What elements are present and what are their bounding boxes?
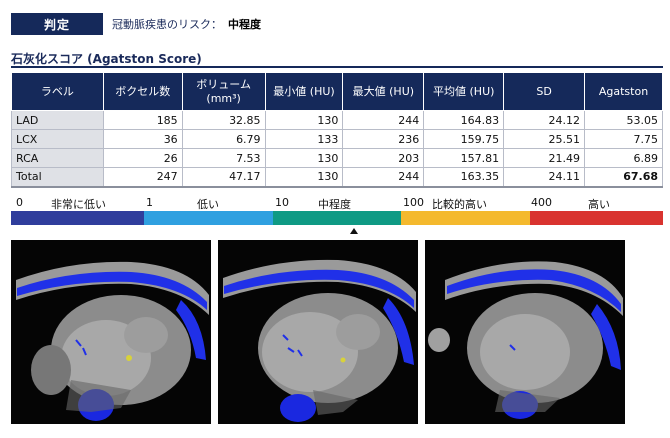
ct-slice-3-image: [425, 240, 625, 424]
header-mean: 平均値 (HU): [423, 72, 505, 111]
cell-min: 130: [264, 167, 344, 188]
table-row: RCA 26 7.53 130 203 157.81 21.49 6.89: [11, 148, 663, 168]
cell-agatston: 7.75: [584, 129, 663, 149]
cell-mean: 164.83: [423, 110, 505, 130]
cell-max: 244: [342, 167, 425, 188]
verdict-badge: 判定: [11, 13, 103, 35]
cell-voxels: 185: [102, 110, 183, 130]
table-row: LAD 185 32.85 130 244 164.83 24.12 53.05: [11, 110, 663, 130]
cell-agatston: 53.05: [584, 110, 663, 130]
cell-volume: 6.79: [181, 129, 266, 149]
header-volume-name: ボリューム: [196, 77, 251, 91]
cell-voxels: 247: [102, 167, 183, 188]
header-volume-unit: (mm³): [206, 91, 241, 105]
scale-category-relatively-high: 比較的高い: [432, 198, 487, 211]
scale-category-low: 低い: [197, 198, 219, 211]
section-divider: [11, 66, 663, 68]
row-label: LAD: [11, 110, 104, 130]
risk-label: 冠動脈疾患のリスク：: [112, 18, 222, 31]
cell-max: 236: [342, 129, 425, 149]
header-sd: SD: [503, 72, 586, 111]
table-header-row: ラベル ボクセル数 ボリューム (mm³) 最小値 (HU) 最大値 (HU) 平…: [11, 72, 663, 111]
cell-sd: 24.12: [503, 110, 586, 130]
cell-max: 203: [342, 148, 425, 168]
risk-scale-bar: [11, 211, 663, 225]
scale-segment-relatively-high: [401, 211, 530, 225]
risk-value: 中程度: [228, 18, 261, 31]
ct-slice-3: [425, 240, 625, 424]
scale-threshold-0: 0: [16, 196, 23, 209]
scale-threshold-1: 1: [146, 196, 153, 209]
cell-sd: 24.11: [503, 167, 586, 188]
cell-min: 133: [264, 129, 344, 149]
cell-min: 130: [264, 148, 344, 168]
ct-slice-2: [218, 240, 418, 424]
header-voxels: ボクセル数: [102, 72, 183, 111]
scale-category-very-low: 非常に低い: [51, 198, 106, 211]
cell-voxels: 36: [102, 129, 183, 149]
table-row-total: Total 247 47.17 130 244 163.35 24.11 67.…: [11, 167, 663, 188]
scale-threshold-100: 100: [403, 196, 424, 209]
table-row: LCX 36 6.79 133 236 159.75 25.51 7.75: [11, 129, 663, 149]
header-label: ラベル: [11, 72, 104, 111]
cell-mean: 163.35: [423, 167, 505, 188]
cell-sd: 25.51: [503, 129, 586, 149]
scale-segment-moderate: [273, 211, 401, 225]
scale-category-high: 高い: [588, 198, 610, 211]
header-volume: ボリューム (mm³): [181, 72, 266, 111]
ct-slice-1-image: [11, 240, 211, 424]
cell-agatston-total: 67.68: [584, 167, 663, 188]
cell-agatston: 6.89: [584, 148, 663, 168]
row-label: RCA: [11, 148, 104, 168]
cell-max: 244: [342, 110, 425, 130]
risk-text: 冠動脈疾患のリスク： 中程度: [112, 16, 261, 32]
risk-scale-labels: 0 非常に低い 1 低い 10 中程度 100 比較的高い 400 高い: [11, 196, 663, 211]
scale-category-moderate: 中程度: [318, 198, 351, 211]
cell-mean: 159.75: [423, 129, 505, 149]
risk-level-marker: [350, 228, 358, 234]
cell-volume: 32.85: [181, 110, 266, 130]
cell-volume: 7.53: [181, 148, 266, 168]
header-min: 最小値 (HU): [264, 72, 344, 111]
ct-slice-1: [11, 240, 211, 424]
row-label: Total: [11, 167, 104, 188]
cell-min: 130: [264, 110, 344, 130]
cell-sd: 21.49: [503, 148, 586, 168]
cell-volume: 47.17: [181, 167, 266, 188]
cell-mean: 157.81: [423, 148, 505, 168]
section-title: 石灰化スコア (Agatston Score): [11, 52, 202, 66]
cell-voxels: 26: [102, 148, 183, 168]
agatston-table: ラベル ボクセル数 ボリューム (mm³) 最小値 (HU) 最大値 (HU) 平…: [11, 72, 663, 188]
scale-segment-very-low: [11, 211, 144, 225]
header-agatston: Agatston: [584, 72, 663, 111]
scale-threshold-10: 10: [275, 196, 289, 209]
scale-segment-high: [530, 211, 663, 225]
scale-threshold-400: 400: [531, 196, 552, 209]
ct-slice-2-image: [218, 240, 418, 424]
scale-segment-low: [144, 211, 273, 225]
row-label: LCX: [11, 129, 104, 149]
header-max: 最大値 (HU): [342, 72, 425, 111]
